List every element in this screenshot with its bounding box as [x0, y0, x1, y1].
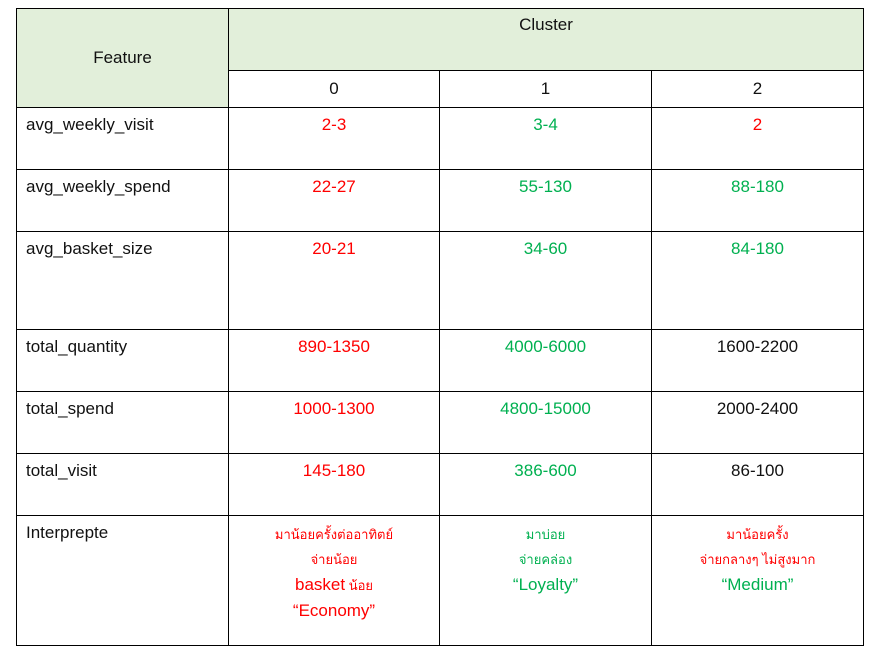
interpretation-cluster-1: มาบ่อย จ่ายคล่อง “Loyalty”: [439, 515, 652, 646]
interp-text: basket: [294, 575, 346, 594]
table-row: avg_weekly_visit 2-3 3-4 2: [16, 107, 865, 170]
feature-name: avg_weekly_visit: [16, 107, 229, 170]
table-row: total_quantity 890-1350 4000-6000 1600-2…: [16, 329, 865, 392]
cell-value: 2-3: [228, 107, 440, 170]
cell-value: 2000-2400: [650, 391, 865, 454]
interp-text: มาน้อยครั้ง: [726, 527, 789, 542]
interp-label: “Loyalty”: [512, 575, 579, 594]
interp-text: มาบ่อย: [525, 527, 566, 542]
cluster-index-2: 2: [650, 70, 865, 108]
cluster-table: Feature Cluster 0 1 2 avg_weekly_visit 2…: [16, 8, 865, 646]
feature-name: Interprepte: [16, 515, 229, 646]
interp-text: basket น้อย: [229, 572, 439, 598]
cell-value: 20-21: [228, 231, 440, 330]
table-row: total_visit 145-180 386-600 86-100: [16, 453, 865, 516]
cell-value: 34-60: [439, 231, 652, 330]
table-row: avg_weekly_spend 22-27 55-130 88-180: [16, 169, 865, 232]
interp-label: “Economy”: [292, 601, 376, 620]
feature-name: total_quantity: [16, 329, 229, 392]
cell-value: 2: [650, 107, 865, 170]
cell-value: 84-180: [650, 231, 865, 330]
cell-value: 1600-2200: [650, 329, 865, 392]
cluster-index-1: 1: [439, 70, 652, 108]
cluster-index-0: 0: [228, 70, 440, 108]
table-row: avg_basket_size 20-21 34-60 84-180: [16, 231, 865, 330]
cell-value: 55-130: [439, 169, 652, 232]
feature-name: total_spend: [16, 391, 229, 454]
interpretation-cluster-0: มาน้อยครั้งต่ออาทิตย์ จ่ายน้อย basket น้…: [228, 515, 440, 646]
cell-value: 3-4: [439, 107, 652, 170]
cell-value: 4800-15000: [439, 391, 652, 454]
interp-label: “Medium”: [721, 575, 794, 594]
feature-name: total_visit: [16, 453, 229, 516]
feature-name: avg_weekly_spend: [16, 169, 229, 232]
interpretation-cluster-2: มาน้อยครั้ง จ่ายกลางๆ ไม่สูงมาก “Medium”: [650, 515, 865, 646]
interp-text: น้อย: [345, 578, 374, 593]
cell-value: 86-100: [650, 453, 865, 516]
cell-value: 386-600: [439, 453, 652, 516]
table-row: total_spend 1000-1300 4800-15000 2000-24…: [16, 391, 865, 454]
cell-value: 4000-6000: [439, 329, 652, 392]
interpretation-row: Interprepte มาน้อยครั้งต่ออาทิตย์ จ่ายน้…: [16, 515, 865, 646]
cluster-header: Cluster: [227, 8, 865, 71]
cell-value: 890-1350: [228, 329, 440, 392]
cell-value: 88-180: [650, 169, 865, 232]
interp-text: จ่ายกลางๆ ไม่สูงมาก: [699, 552, 816, 567]
interp-text: จ่ายน้อย: [310, 552, 358, 567]
cell-value: 1000-1300: [228, 391, 440, 454]
feature-header: Feature: [16, 8, 229, 108]
feature-name: avg_basket_size: [16, 231, 229, 330]
interp-text: จ่ายคล่อง: [518, 552, 573, 567]
cell-value: 22-27: [228, 169, 440, 232]
cell-value: 145-180: [228, 453, 440, 516]
interp-text: มาน้อยครั้งต่ออาทิตย์: [274, 527, 394, 542]
